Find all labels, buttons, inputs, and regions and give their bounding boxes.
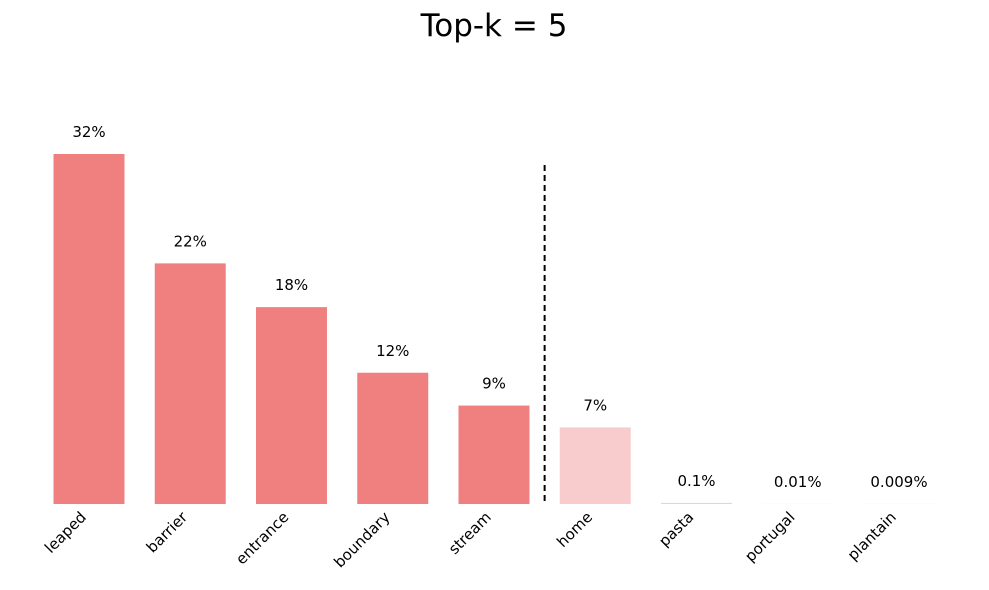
x-tick-label: plantain [844, 508, 900, 564]
value-label: 32% [72, 123, 105, 141]
bar [357, 372, 429, 504]
value-label: 0.1% [677, 472, 715, 490]
x-tick-label: barrier [143, 508, 192, 557]
bar [256, 307, 327, 504]
value-label: 0.01% [774, 473, 822, 491]
bar [661, 502, 732, 504]
value-label: 22% [174, 232, 207, 250]
value-label: 9% [482, 375, 506, 393]
bar [559, 427, 631, 504]
bar [154, 263, 226, 504]
x-tick-label: home [553, 508, 596, 551]
x-tick-label: portugal [741, 508, 798, 565]
x-tick-label: leaped [41, 508, 90, 557]
x-tick-label: pasta [655, 508, 697, 550]
bar [458, 405, 530, 504]
x-tick-label: entrance [232, 508, 292, 568]
value-label: 0.009% [870, 473, 927, 491]
chart-title: Top-k = 5 [420, 8, 568, 44]
value-label: 18% [275, 276, 308, 294]
value-label: 12% [376, 342, 409, 360]
bar [53, 154, 125, 504]
x-tick-label: stream [445, 508, 495, 558]
value-label: 7% [583, 396, 607, 414]
x-tick-label: boundary [330, 508, 393, 571]
